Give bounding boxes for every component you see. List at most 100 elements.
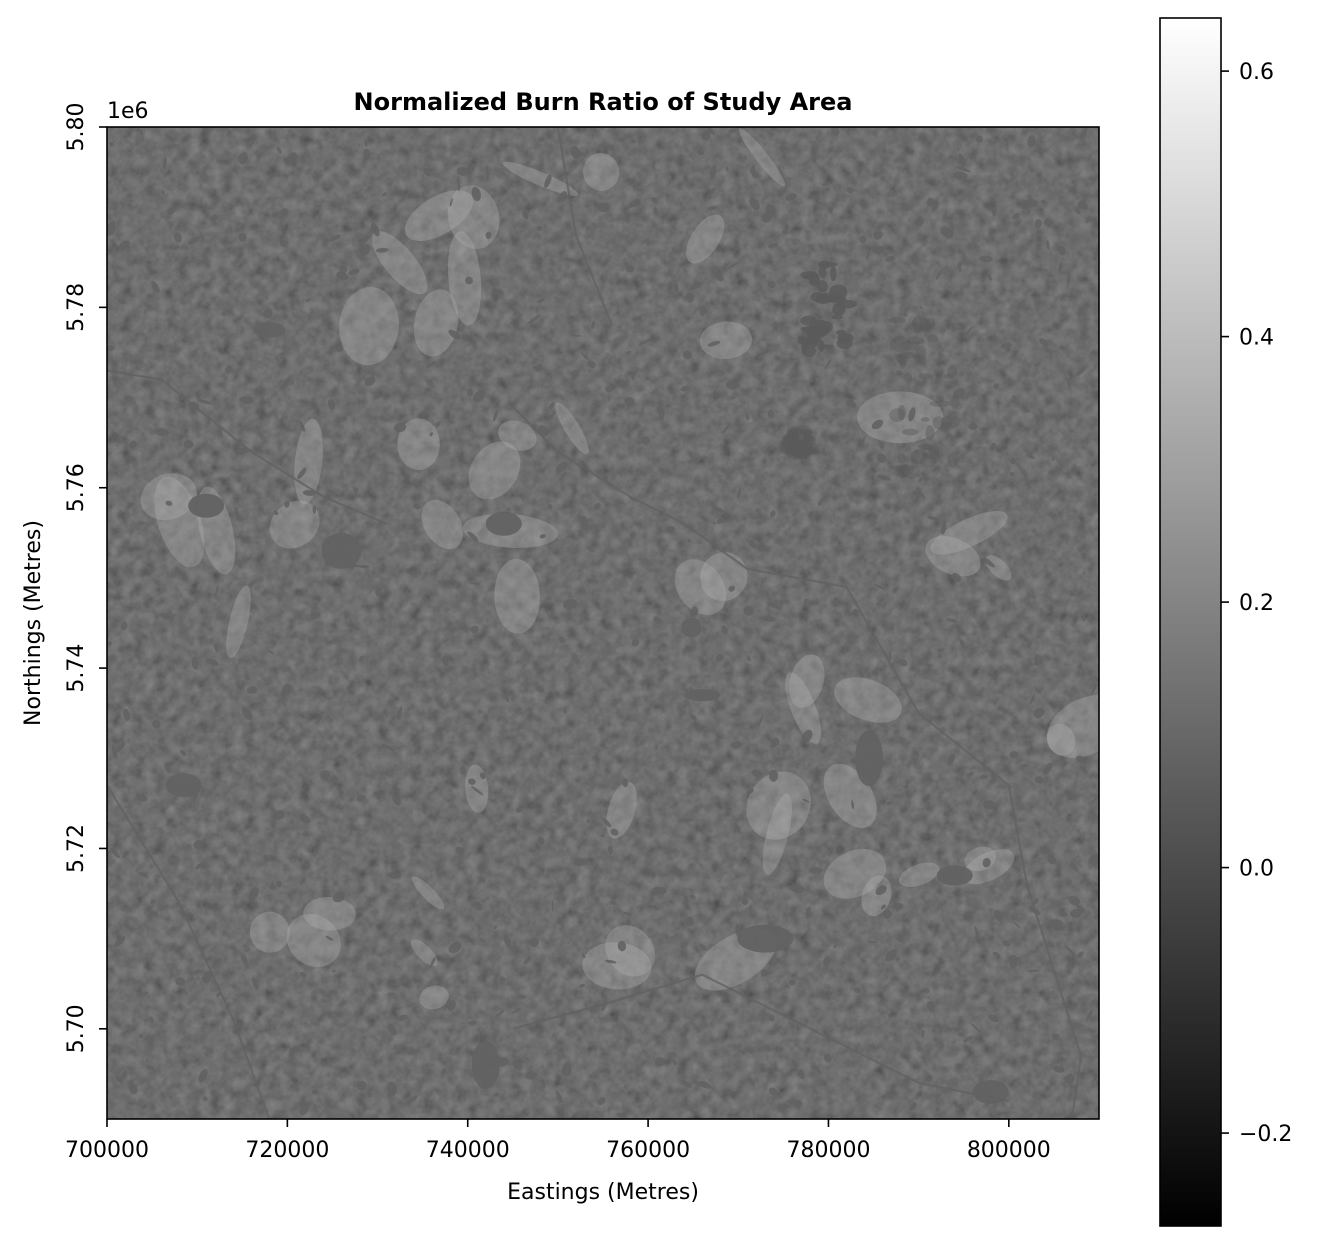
bright-patch: [925, 535, 981, 577]
lake: [382, 192, 387, 197]
lake: [309, 611, 321, 619]
lake: [239, 396, 254, 405]
lake: [183, 440, 194, 449]
lake: [699, 944, 707, 951]
lake: [467, 1021, 477, 1025]
burn-scar: [783, 432, 798, 445]
lake: [846, 399, 857, 408]
colorbar: −0.2 0.0 0.2 0.4 0.6: [1159, 17, 1292, 1227]
burn-scar: [940, 415, 961, 429]
lake: [741, 898, 749, 906]
lake: [145, 1064, 155, 1071]
lake: [728, 128, 738, 134]
burn-scar: [945, 322, 966, 331]
lake: [534, 685, 544, 693]
lake: [559, 191, 568, 202]
bright-patch: [930, 511, 1008, 555]
bright-patch: [404, 190, 474, 241]
lake: [749, 197, 760, 211]
lake: [525, 1071, 538, 1080]
lake: [353, 487, 359, 493]
lake: [790, 884, 805, 894]
lake: [440, 1067, 447, 1075]
lake: [191, 656, 199, 670]
lake: [238, 232, 247, 242]
lake: [983, 800, 996, 810]
y-axis-label: Northings (Metres): [21, 520, 46, 726]
burn-scar: [919, 318, 932, 333]
lake: [1085, 215, 1092, 224]
lake: [605, 386, 614, 393]
lake: [848, 259, 854, 264]
x-tick-label: 740000: [426, 1138, 510, 1163]
lake: [1034, 658, 1044, 666]
lake: [570, 369, 580, 379]
lake: [441, 656, 450, 667]
bright-patch: [674, 559, 727, 615]
lake: [591, 320, 596, 329]
burn-scar: [944, 373, 954, 380]
lake: [976, 446, 981, 449]
bright-patch: [899, 862, 940, 887]
lake: [493, 409, 498, 422]
lake: [428, 709, 438, 720]
burn-scar: [781, 439, 798, 454]
burn-scar: [794, 448, 808, 460]
lake: [880, 904, 886, 910]
burn-scar: [803, 448, 821, 456]
lake: [356, 1080, 367, 1091]
lake: [485, 166, 489, 180]
lake: [851, 800, 855, 810]
lake: [187, 236, 200, 245]
lake: [275, 880, 283, 888]
burn-scar: [896, 464, 915, 475]
lake: [1053, 1034, 1060, 1041]
lake: [241, 954, 248, 966]
lake: [970, 1023, 982, 1034]
lake: [767, 409, 774, 419]
lake: [579, 983, 586, 988]
lake: [913, 325, 924, 334]
lake: [1034, 219, 1042, 229]
lake: [824, 358, 832, 370]
burn-scar: [800, 315, 818, 326]
bright-patch: [286, 913, 341, 968]
burn-scar: [889, 408, 905, 422]
lake: [750, 165, 757, 179]
lake: [297, 467, 307, 480]
lake: [952, 572, 962, 582]
bright-patch: [494, 558, 540, 634]
lake: [952, 171, 968, 180]
lake: [152, 719, 161, 729]
lake: [241, 707, 253, 721]
lake: [1088, 854, 1099, 865]
bright-patch: [468, 441, 521, 500]
burn-scar: [888, 465, 905, 470]
lake: [1027, 135, 1036, 148]
lake: [537, 298, 545, 304]
lake: [1012, 212, 1020, 220]
lake: [522, 210, 529, 220]
lake: [1075, 367, 1086, 376]
bright-patch: [501, 0, 550, 54]
bright-patch: [738, 128, 786, 187]
lake: [471, 786, 484, 796]
lake: [743, 605, 754, 616]
bright-patch: [269, 500, 320, 549]
burn-scar: [950, 394, 960, 409]
lake: [358, 655, 364, 663]
burn-scar: [800, 430, 813, 435]
burn-scar: [932, 416, 945, 430]
lake: [410, 309, 416, 316]
lake: [536, 225, 543, 232]
lake: [561, 1062, 572, 1077]
large-lake: [485, 511, 522, 536]
lake: [284, 500, 290, 508]
lake: [580, 351, 589, 361]
lake: [958, 771, 965, 776]
lake: [193, 840, 204, 850]
lake: [335, 345, 344, 353]
lake: [209, 214, 219, 222]
lake: [1009, 472, 1015, 477]
lake: [594, 502, 601, 510]
